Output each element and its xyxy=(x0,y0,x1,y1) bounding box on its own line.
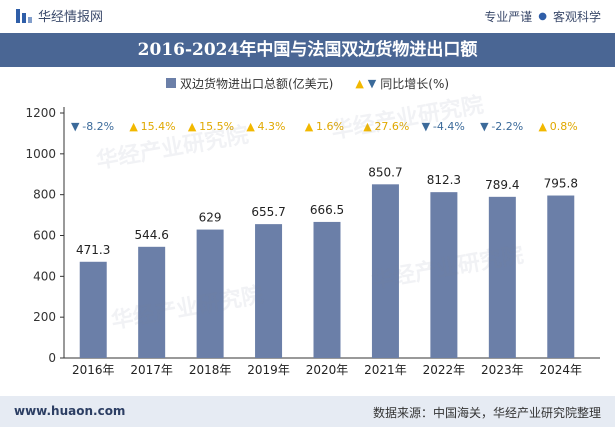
y-tick-label: 400 xyxy=(33,269,56,283)
x-tick-label: 2018年 xyxy=(189,363,232,377)
x-tick-label: 2017年 xyxy=(130,363,173,377)
brand-logo-icon xyxy=(14,7,32,25)
growth-label: 15.5% xyxy=(199,120,234,133)
y-tick-label: 1200 xyxy=(25,106,56,120)
bar-value-label: 629 xyxy=(199,211,222,225)
bar xyxy=(371,184,399,358)
bar-value-label: 795.8 xyxy=(544,177,578,191)
y-tick-label: 1000 xyxy=(25,147,56,161)
slogan: 专业严谨 ● 客观科学 xyxy=(484,8,601,25)
bar-value-label: 544.6 xyxy=(134,228,168,242)
footer-website: www.huaon.com xyxy=(14,404,126,418)
y-tick-label: 800 xyxy=(33,188,56,202)
triangle-up-icon: ▲ xyxy=(363,120,372,133)
y-tick-label: 200 xyxy=(33,310,56,324)
growth-label: 0.8% xyxy=(550,120,578,133)
brand: 华经情报网 xyxy=(14,6,103,25)
bar xyxy=(255,224,283,358)
growth-label: -2.2% xyxy=(491,120,523,133)
bar xyxy=(79,261,107,358)
bar-value-label: 812.3 xyxy=(427,173,461,187)
bar xyxy=(430,192,458,358)
top-header: 华经情报网 专业严谨 ● 客观科学 xyxy=(0,0,615,33)
triangle-up-icon: ▲ xyxy=(246,120,255,133)
bar xyxy=(138,246,166,358)
legend-item-total: 双边货物进出口总额(亿美元) xyxy=(165,73,334,93)
bar xyxy=(313,221,341,358)
triangle-up-icon: ▲ xyxy=(129,120,138,133)
bullet-icon: ● xyxy=(538,11,547,22)
slogan-left: 专业严谨 xyxy=(484,10,533,24)
triangle-up-icon: ▲ xyxy=(539,120,548,133)
brand-name: 华经情报网 xyxy=(38,10,104,25)
bar xyxy=(547,195,575,358)
bar-value-label: 471.3 xyxy=(76,243,110,257)
x-tick-label: 2020年 xyxy=(306,363,349,377)
triangle-down-icon: ▼ xyxy=(422,120,431,133)
growth-label: -8.2% xyxy=(82,120,114,133)
x-tick-label: 2019年 xyxy=(247,363,290,377)
legend-label-total: 双边货物进出口总额(亿美元) xyxy=(179,76,334,91)
bar-value-label: 655.7 xyxy=(251,205,285,219)
y-tick-label: 0 xyxy=(48,351,56,365)
y-tick-label: 600 xyxy=(33,229,56,243)
bar xyxy=(488,196,516,358)
x-tick-label: 2024年 xyxy=(540,363,583,377)
growth-label: 15.4% xyxy=(141,120,176,133)
x-tick-label: 2016年 xyxy=(72,363,115,377)
slogan-right: 客观科学 xyxy=(552,10,601,24)
triangle-down-icon: ▼ xyxy=(71,120,80,133)
triangle-down-icon: ▼ xyxy=(367,76,377,90)
bar-value-label: 850.7 xyxy=(368,165,402,179)
x-tick-label: 2023年 xyxy=(481,363,524,377)
chart-title: 2016-2024年中国与法国双边货物进出口额 xyxy=(0,33,615,67)
legend-item-growth: ▲ ▼ 同比增长(%) xyxy=(355,73,449,93)
triangle-up-icon: ▲ xyxy=(355,76,364,90)
triangle-down-icon: ▼ xyxy=(480,120,489,133)
growth-label: 4.3% xyxy=(258,120,286,133)
bar-swatch-icon xyxy=(165,78,176,88)
footer-source: 数据来源：中国海关，华经产业研究院整理 xyxy=(372,406,601,420)
growth-label: -4.4% xyxy=(433,120,465,133)
growth-label: 1.6% xyxy=(316,120,344,133)
growth-label: 27.6% xyxy=(374,120,409,133)
chart-legend: 双边货物进出口总额(亿美元) ▲ ▼ 同比增长(%) xyxy=(0,73,615,93)
triangle-up-icon: ▲ xyxy=(188,120,197,133)
footer: www.huaon.com 数据来源：中国海关，华经产业研究院整理 xyxy=(0,396,615,427)
legend-label-growth: 同比增长(%) xyxy=(380,76,450,91)
x-tick-label: 2022年 xyxy=(423,363,466,377)
triangle-up-icon: ▲ xyxy=(305,120,314,133)
bar xyxy=(196,229,224,358)
bar-value-label: 789.4 xyxy=(485,178,519,192)
x-tick-label: 2021年 xyxy=(364,363,407,377)
bar-value-label: 666.5 xyxy=(310,203,344,217)
